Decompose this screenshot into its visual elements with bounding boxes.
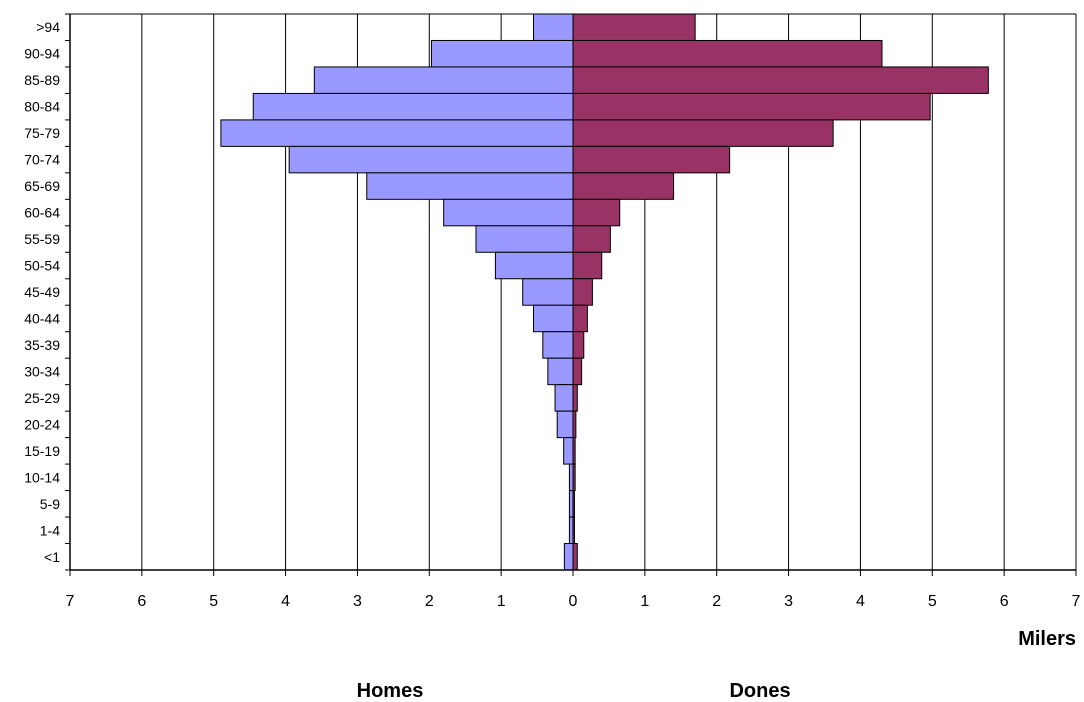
bar-homes-11: [532, 304, 574, 333]
bar-homes-18: [568, 490, 574, 518]
x-tick-label: 5: [209, 593, 218, 610]
x-tick-label: 6: [137, 593, 146, 610]
y-category-labels: >94 90-94 85-89 80-84 75-79 70-74 65-69 60-64 55…: [24, 19, 60, 565]
bar-homes-3: [252, 92, 574, 121]
bar-dones-0: [572, 13, 696, 41]
x-tick-labels: 7 6 5 4 3 2 1 0 1 2 3 4 5 6 7: [66, 593, 1081, 610]
y-category-label: 40-44: [24, 310, 60, 326]
y-category-label: 90-94: [24, 46, 60, 62]
x-tick-label: 3: [784, 593, 793, 610]
x-axis-label: Milers: [1018, 628, 1076, 650]
bar-homes-6: [366, 172, 574, 200]
axes: [65, 13, 1077, 576]
y-category-label: 50-54: [24, 258, 60, 274]
bar-dones-2: [572, 66, 989, 94]
bar-homes-1: [430, 39, 574, 68]
y-category-label: 80-84: [24, 99, 60, 115]
y-category-label: 65-69: [24, 178, 60, 194]
y-category-label: 85-89: [24, 72, 60, 88]
bar-dones-14: [572, 384, 578, 412]
bar-dones-1: [572, 39, 883, 68]
bar-dones-13: [572, 357, 583, 386]
bar-dones-20: [572, 543, 578, 571]
y-category-label: 35-39: [24, 337, 60, 353]
bar-homes-10: [522, 278, 574, 306]
bar-homes-12: [542, 331, 574, 359]
x-tick-label: 1: [640, 593, 649, 610]
x-tick-label: 2: [712, 593, 721, 610]
bar-dones-18: [572, 490, 575, 518]
x-tick-label: 4: [281, 593, 290, 610]
bars: [220, 13, 989, 571]
bar-dones-3: [572, 92, 931, 121]
x-tick-label: 6: [1000, 593, 1009, 610]
y-category-label: <1: [44, 549, 60, 565]
bar-homes-4: [220, 119, 574, 147]
x-tick-label: 2: [425, 593, 434, 610]
y-category-label: 60-64: [24, 205, 60, 221]
bar-dones-11: [572, 304, 588, 333]
bar-homes-13: [547, 357, 574, 386]
x-tick-label: 7: [66, 593, 75, 610]
x-tick-label: 3: [353, 593, 362, 610]
y-category-label: 75-79: [24, 125, 60, 141]
bar-dones-17: [572, 463, 576, 492]
y-category-label: 45-49: [24, 284, 60, 300]
bar-dones-10: [572, 278, 593, 306]
y-category-label: 20-24: [24, 416, 60, 432]
x-tick-label: 4: [856, 593, 865, 610]
bar-dones-6: [572, 172, 675, 200]
x-tick-label: 7: [1072, 593, 1081, 610]
bar-dones-12: [572, 331, 585, 359]
y-category-label: 15-19: [24, 443, 60, 459]
bar-dones-8: [572, 225, 611, 253]
y-category-label: 10-14: [24, 469, 60, 485]
bar-homes-0: [532, 13, 574, 41]
bar-dones-16: [572, 437, 576, 465]
x-tick-label: 5: [928, 593, 937, 610]
bar-homes-14: [554, 384, 574, 412]
bar-dones-15: [572, 410, 577, 439]
bar-homes-2: [313, 66, 574, 94]
y-category-label: 30-34: [24, 363, 60, 379]
bar-dones-19: [572, 516, 575, 545]
x-tick-label: 0: [569, 593, 578, 610]
bar-dones-7: [572, 198, 621, 227]
y-category-label: 25-29: [24, 390, 60, 406]
bar-homes-8: [475, 225, 574, 253]
series-label-homes: Homes: [357, 680, 424, 702]
y-category-label: >94: [36, 19, 60, 35]
y-category-label: 55-59: [24, 231, 60, 247]
x-tick-label: 1: [497, 593, 506, 610]
bar-homes-16: [563, 437, 574, 465]
bar-homes-17: [568, 463, 574, 492]
y-category-label: 70-74: [24, 152, 60, 168]
bar-homes-20: [563, 543, 574, 571]
bar-dones-5: [572, 145, 731, 174]
bar-homes-7: [443, 198, 574, 227]
y-category-label: 5-9: [40, 496, 60, 512]
bar-homes-9: [494, 251, 574, 280]
bar-homes-19: [568, 516, 574, 545]
bar-dones-4: [572, 119, 834, 147]
bar-dones-9: [572, 251, 603, 280]
y-category-label: 1-4: [40, 522, 60, 538]
bar-homes-15: [556, 410, 574, 439]
bar-homes-5: [288, 145, 574, 174]
series-label-dones: Dones: [729, 680, 790, 702]
